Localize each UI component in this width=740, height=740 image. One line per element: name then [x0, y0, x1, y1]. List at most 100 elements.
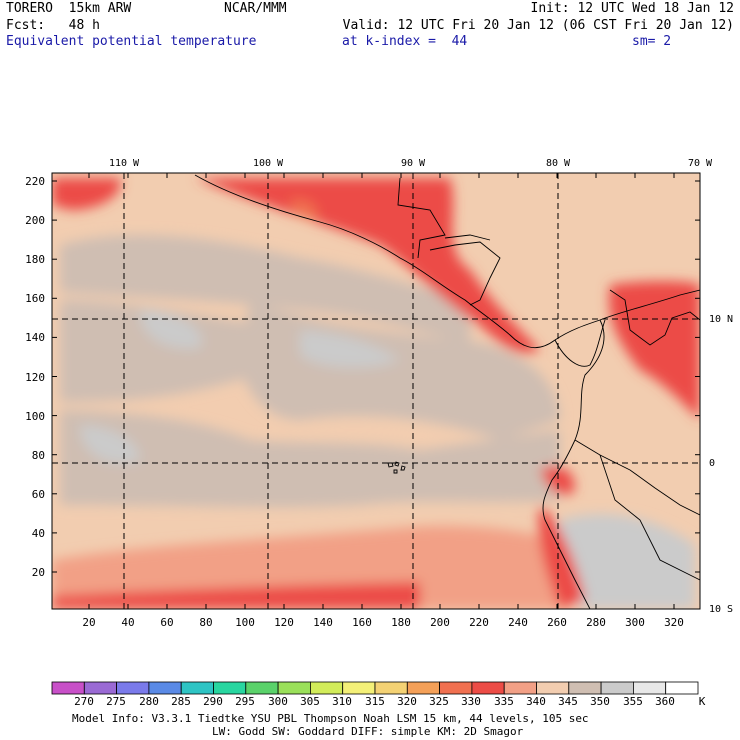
x-tick-label: 20 — [82, 616, 95, 629]
theta-e-field — [52, 173, 700, 609]
field-band-345 — [60, 300, 300, 402]
model-title: TORERO 15km ARW — [6, 1, 132, 16]
colorbar-swatch — [439, 681, 473, 695]
field-band-350 — [80, 425, 140, 464]
colorbar-label: 300 — [268, 695, 288, 708]
lat-label: 10 S — [709, 604, 733, 615]
x-tick-label: 100 — [235, 616, 255, 629]
lon-label: 80 W — [546, 158, 571, 169]
lon-label: 70 W — [688, 158, 713, 169]
colorbar-swatch — [277, 681, 311, 695]
x-tick-label: 300 — [625, 616, 645, 629]
x-tick-label: 40 — [121, 616, 134, 629]
coastlines — [194, 174, 700, 609]
colorbar-label: 310 — [332, 695, 352, 708]
y-tick-label: 180 — [25, 253, 45, 266]
y-tick-label: 160 — [25, 292, 45, 305]
colorbar-swatch — [180, 681, 214, 695]
lon-label: 110 W — [109, 158, 140, 169]
colorbar-swatch — [83, 681, 118, 695]
colorbar-label: 315 — [365, 695, 385, 708]
field-band-330 — [52, 178, 121, 210]
colorbar-label: 320 — [397, 695, 417, 708]
colorbar-label: 330 — [461, 695, 481, 708]
colorbar-swatch — [600, 681, 634, 695]
colorbar-swatch — [116, 681, 150, 695]
valid-time: Valid: 12 UTC Fri 20 Jan 12 (06 CST Fri … — [342, 18, 734, 33]
y-tick-label: 100 — [25, 410, 45, 423]
field-band-330 — [52, 582, 420, 609]
lat-label: 10 N — [709, 314, 733, 325]
field-band-350 — [300, 330, 400, 368]
field-band-335 — [52, 525, 560, 609]
y-tick-label: 200 — [25, 214, 45, 227]
colorbar-labels: 270 275 280 285 290 295 300 305 310 315 … — [74, 695, 706, 708]
colorbar-label: 280 — [139, 695, 159, 708]
x-tick-label: 260 — [547, 616, 567, 629]
init-time: Init: 12 UTC Wed 18 Jan 12 — [530, 1, 735, 16]
x-tick-label: 220 — [469, 616, 489, 629]
lon-label: 100 W — [253, 158, 284, 169]
colorbar-label: 350 — [590, 695, 610, 708]
colorbar-swatch — [503, 681, 537, 695]
model-info-line2: LW: Godd SW: Goddard DIFF: simple KM: 2D… — [212, 725, 524, 738]
field-band-345 — [60, 235, 470, 345]
y-tick-label: 220 — [25, 175, 45, 188]
forecast-hour: Fcst: 48 h — [6, 18, 100, 33]
x-tick-label: 240 — [508, 616, 528, 629]
field-band-330 — [195, 178, 540, 354]
y-tick-label: 20 — [32, 566, 45, 579]
colorbar-swatch — [213, 681, 247, 695]
colorbar-swatch — [568, 681, 602, 695]
lat-label: 0 — [709, 458, 715, 469]
colorbar-swatch — [245, 681, 279, 695]
colorbar-label: 295 — [235, 695, 255, 708]
colorbar-swatch — [471, 681, 505, 695]
y-tick-label: 80 — [32, 449, 45, 462]
level-label: at k-index = 44 — [342, 34, 468, 49]
colorbar-label: 360 — [655, 695, 675, 708]
colorbar — [51, 681, 699, 695]
colorbar-label: 355 — [623, 695, 643, 708]
x-tick-label: 280 — [586, 616, 606, 629]
lat-lon-grid — [52, 173, 700, 609]
field-band-325 — [290, 199, 319, 220]
center-label: NCAR/MMM — [224, 1, 287, 16]
colorbar-swatch — [51, 681, 85, 695]
x-tick-label: 80 — [199, 616, 212, 629]
colorbar-unit: K — [699, 695, 706, 708]
field-band-345 — [60, 410, 560, 508]
x-tick-label: 140 — [313, 616, 333, 629]
x-tick-label: 320 — [664, 616, 684, 629]
colorbar-swatch — [536, 681, 570, 695]
colorbar-swatch — [342, 681, 376, 695]
y-tick-label: 120 — [25, 371, 45, 384]
field-name: Equivalent potential temperature — [6, 34, 257, 49]
colorbar-label: 340 — [526, 695, 546, 708]
x-tick-label: 180 — [391, 616, 411, 629]
x-tick-label: 60 — [160, 616, 173, 629]
colorbar-label: 335 — [494, 695, 514, 708]
model-info-line1: Model Info: V3.3.1 Tiedtke YSU PBL Thomp… — [72, 712, 589, 725]
y-tick-label: 140 — [25, 331, 45, 344]
x-tick-label: 160 — [352, 616, 372, 629]
colorbar-label: 285 — [171, 695, 191, 708]
colorbar-label: 345 — [558, 695, 578, 708]
map-frame — [51, 172, 701, 610]
colorbar-swatch — [406, 681, 440, 695]
x-tick-label: 120 — [274, 616, 294, 629]
x-tick-label: 200 — [430, 616, 450, 629]
colorbar-label: 290 — [203, 695, 223, 708]
colorbar-label: 305 — [300, 695, 320, 708]
y-tick-label: 40 — [32, 527, 45, 540]
lon-label: 90 W — [401, 158, 426, 169]
smoothing-label: sm= 2 — [632, 34, 672, 49]
colorbar-label: 270 — [74, 695, 94, 708]
colorbar-swatch — [148, 681, 182, 695]
colorbar-label: 275 — [106, 695, 126, 708]
y-tick-label: 60 — [32, 488, 45, 501]
colorbar-label: 325 — [429, 695, 449, 708]
colorbar-swatch — [665, 681, 699, 695]
colorbar-swatch — [374, 681, 408, 695]
